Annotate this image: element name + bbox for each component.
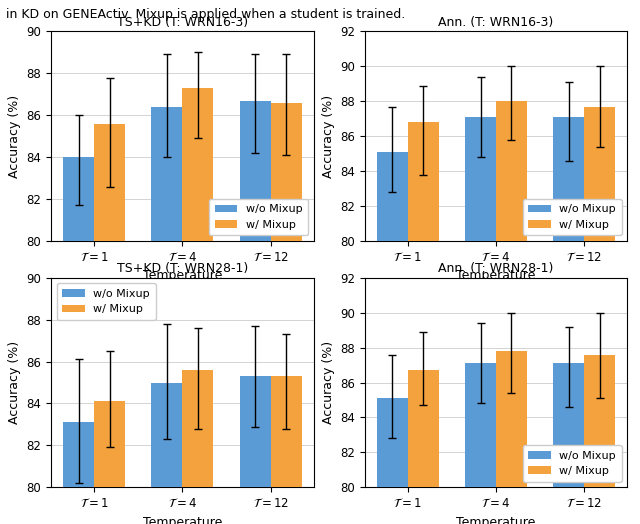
Bar bbox=[94, 124, 125, 241]
Bar bbox=[182, 370, 213, 487]
Bar bbox=[496, 101, 527, 241]
Bar bbox=[271, 376, 301, 487]
Title: TS+KD (T: WRN28-1): TS+KD (T: WRN28-1) bbox=[116, 262, 248, 275]
Bar bbox=[554, 117, 584, 241]
Bar bbox=[465, 363, 496, 487]
Bar bbox=[152, 107, 182, 241]
Bar bbox=[584, 106, 615, 241]
Y-axis label: Accuracy (%): Accuracy (%) bbox=[8, 341, 21, 424]
Legend: w/o Mixup, w/ Mixup: w/o Mixup, w/ Mixup bbox=[209, 199, 308, 235]
Bar bbox=[63, 157, 94, 241]
Bar bbox=[63, 422, 94, 487]
Bar bbox=[271, 103, 301, 241]
Bar bbox=[496, 351, 527, 487]
Title: Ann. (T: WRN28-1): Ann. (T: WRN28-1) bbox=[438, 262, 554, 275]
Bar bbox=[377, 152, 408, 241]
X-axis label: Temperature: Temperature bbox=[456, 516, 536, 524]
Title: TS+KD (T: WRN16-3): TS+KD (T: WRN16-3) bbox=[117, 16, 248, 29]
Bar bbox=[408, 122, 438, 241]
Text: in KD on GENEActiv. Mixup is applied when a student is trained.: in KD on GENEActiv. Mixup is applied whe… bbox=[6, 8, 406, 21]
X-axis label: Temperature: Temperature bbox=[456, 269, 536, 282]
Legend: w/o Mixup, w/ Mixup: w/o Mixup, w/ Mixup bbox=[523, 445, 621, 482]
Bar bbox=[465, 117, 496, 241]
Y-axis label: Accuracy (%): Accuracy (%) bbox=[321, 95, 335, 178]
Bar bbox=[94, 401, 125, 487]
Bar bbox=[584, 355, 615, 487]
Bar bbox=[152, 383, 182, 487]
Bar bbox=[240, 376, 271, 487]
Y-axis label: Accuracy (%): Accuracy (%) bbox=[321, 341, 335, 424]
Title: Ann. (T: WRN16-3): Ann. (T: WRN16-3) bbox=[438, 16, 554, 29]
X-axis label: Temperature: Temperature bbox=[143, 516, 222, 524]
Bar bbox=[377, 398, 408, 487]
Bar bbox=[240, 101, 271, 241]
X-axis label: Temperature: Temperature bbox=[143, 269, 222, 282]
Legend: w/o Mixup, w/ Mixup: w/o Mixup, w/ Mixup bbox=[523, 199, 621, 235]
Bar bbox=[182, 88, 213, 241]
Y-axis label: Accuracy (%): Accuracy (%) bbox=[8, 95, 21, 178]
Bar bbox=[408, 370, 438, 487]
Bar bbox=[554, 363, 584, 487]
Legend: w/o Mixup, w/ Mixup: w/o Mixup, w/ Mixup bbox=[57, 283, 156, 320]
